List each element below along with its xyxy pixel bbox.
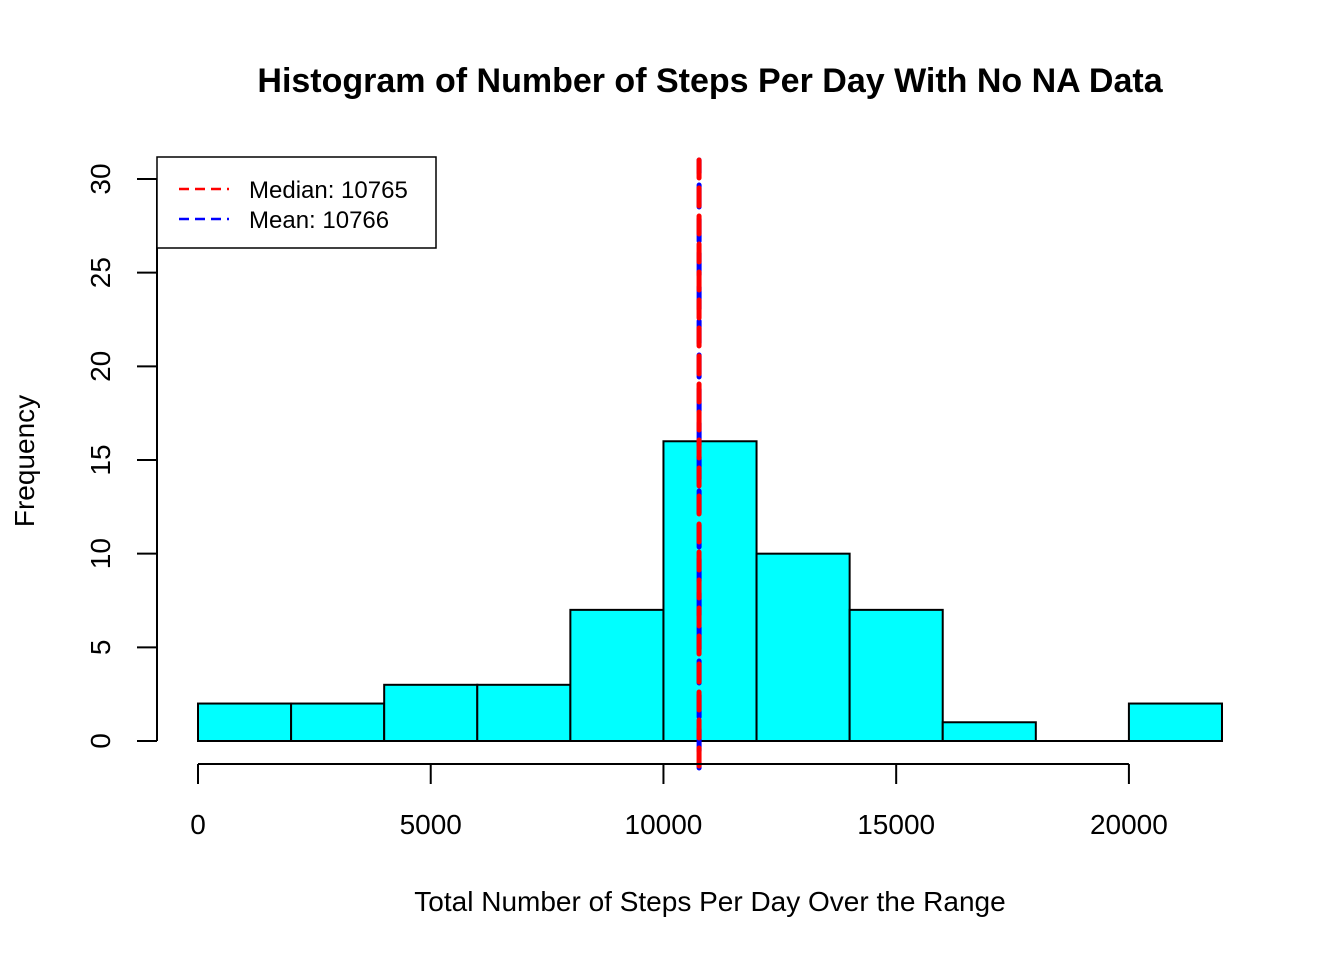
x-tick-label-4: 20000 bbox=[1090, 809, 1168, 840]
histogram-bar-6 bbox=[755, 552, 851, 743]
y-tick-label-3: 15 bbox=[85, 444, 116, 475]
x-axis: 0 5000 10000 15000 20000 bbox=[190, 763, 1168, 840]
x-tick-label-3: 15000 bbox=[857, 809, 935, 840]
histogram-bar-8 bbox=[941, 721, 1037, 742]
legend-label-mean: Mean: 10766 bbox=[249, 207, 389, 234]
y-tick-label-2: 10 bbox=[85, 538, 116, 569]
histogram-bar-5 bbox=[662, 440, 758, 742]
x-tick-label-0: 0 bbox=[190, 809, 206, 840]
histogram-bar-1 bbox=[290, 702, 386, 742]
y-tick-label-1: 5 bbox=[85, 640, 116, 656]
legend-label-median: Median: 10765 bbox=[249, 177, 408, 204]
y-tick-label-6: 30 bbox=[85, 163, 116, 194]
y-tick-label-5: 25 bbox=[85, 257, 116, 288]
y-axis-label: Frequency bbox=[9, 395, 40, 527]
y-tick-label-4: 20 bbox=[85, 351, 116, 382]
x-tick-label-1: 5000 bbox=[400, 809, 462, 840]
histogram-bars bbox=[197, 440, 1223, 743]
histogram-bar-3 bbox=[476, 683, 572, 742]
histogram-bar-7 bbox=[848, 608, 944, 742]
histogram-bar-2 bbox=[383, 683, 479, 742]
histogram-bar-10 bbox=[1127, 702, 1223, 742]
histogram-bar-0 bbox=[197, 702, 293, 742]
histogram-bar-4 bbox=[569, 608, 665, 742]
chart-title: Histogram of Number of Steps Per Day Wit… bbox=[257, 62, 1163, 100]
y-axis: 0 5 10 15 20 25 30 bbox=[85, 163, 158, 749]
legend-box bbox=[156, 156, 437, 249]
x-tick-label-2: 10000 bbox=[625, 809, 703, 840]
y-tick-label-0: 0 bbox=[85, 733, 116, 749]
x-axis-label: Total Number of Steps Per Day Over the R… bbox=[414, 886, 1005, 917]
legend: Median: 10765 Mean: 10766 bbox=[156, 156, 437, 249]
